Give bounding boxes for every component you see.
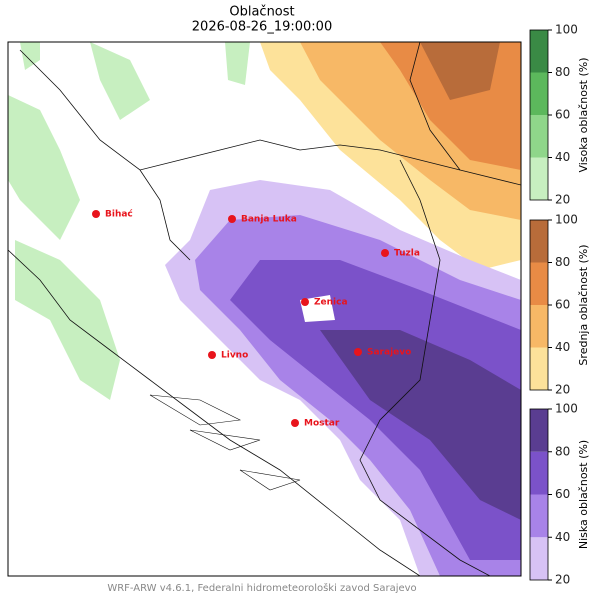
colorbar-tick-label: 80 <box>555 65 570 79</box>
colorbar-tick-label: 80 <box>555 255 570 269</box>
colorbar-band <box>530 494 548 538</box>
colorbars: 20 40 60 80 100 Visoka oblačnost (%) 20 40 60 80 1… <box>529 23 590 587</box>
colorbar-tick-label: 80 <box>555 444 570 458</box>
colorbar-tick-label: 20 <box>555 193 570 207</box>
city-marker <box>92 210 100 218</box>
city-label: Zenica <box>314 298 348 308</box>
city-label: Livno <box>221 351 248 361</box>
footer: WRF-ARW v4.6.1, Federalni hidrometeorolo… <box>107 582 416 594</box>
city-label: Mostar <box>304 419 340 429</box>
colorbar-tick-label: 40 <box>555 530 570 544</box>
colorbar-tick-label: 40 <box>555 340 570 354</box>
colorbar-band <box>530 262 548 305</box>
city-marker <box>381 249 389 257</box>
colorbar-label: Niska oblačnost (%) <box>577 440 590 549</box>
colorbar-band <box>530 347 548 390</box>
colorbar-tick-label: 60 <box>555 298 570 312</box>
colorbar-tick-label: 20 <box>555 383 570 397</box>
title: Oblačnost <box>229 5 294 20</box>
city-label: Tuzla <box>394 249 420 259</box>
city-label: Banja Luka <box>241 215 297 225</box>
colorbar-tick-label: 40 <box>555 150 570 164</box>
colorbar-tick-label: 100 <box>555 213 578 227</box>
map <box>7 41 522 577</box>
city-marker <box>228 215 236 223</box>
colorbar-band <box>530 220 548 263</box>
colorbar-band <box>530 115 548 158</box>
colorbar-tick-label: 20 <box>555 573 570 587</box>
city-label: Sarajevo <box>367 348 411 358</box>
city-marker <box>354 348 362 356</box>
colorbar-tick-label: 100 <box>555 402 578 416</box>
colorbar-tick-label: 100 <box>555 23 578 37</box>
colorbar-tick-label: 60 <box>555 108 570 122</box>
colorbar-band <box>530 305 548 348</box>
colorbar-band <box>530 72 548 115</box>
city-marker <box>291 419 299 427</box>
colorbar-band <box>530 157 548 200</box>
colorbar-band <box>530 30 548 73</box>
colorbar-band <box>530 409 548 452</box>
colorbar-tick-label: 60 <box>555 487 570 501</box>
city-marker <box>301 298 309 306</box>
datetime: 2026-08-26_19:00:00 <box>192 20 332 35</box>
city-marker <box>208 351 216 359</box>
colorbar-label: Srednja oblačnost (%) <box>577 244 590 365</box>
city-label: Bihać <box>105 209 133 220</box>
cities: Bihać Banja Luka Tuzla Zenica Livno Sarajevo M… <box>92 209 420 429</box>
colorbar-band <box>530 537 548 580</box>
colorbar-band <box>530 451 548 495</box>
colorbar-label: Visoka oblačnost (%) <box>577 57 590 172</box>
